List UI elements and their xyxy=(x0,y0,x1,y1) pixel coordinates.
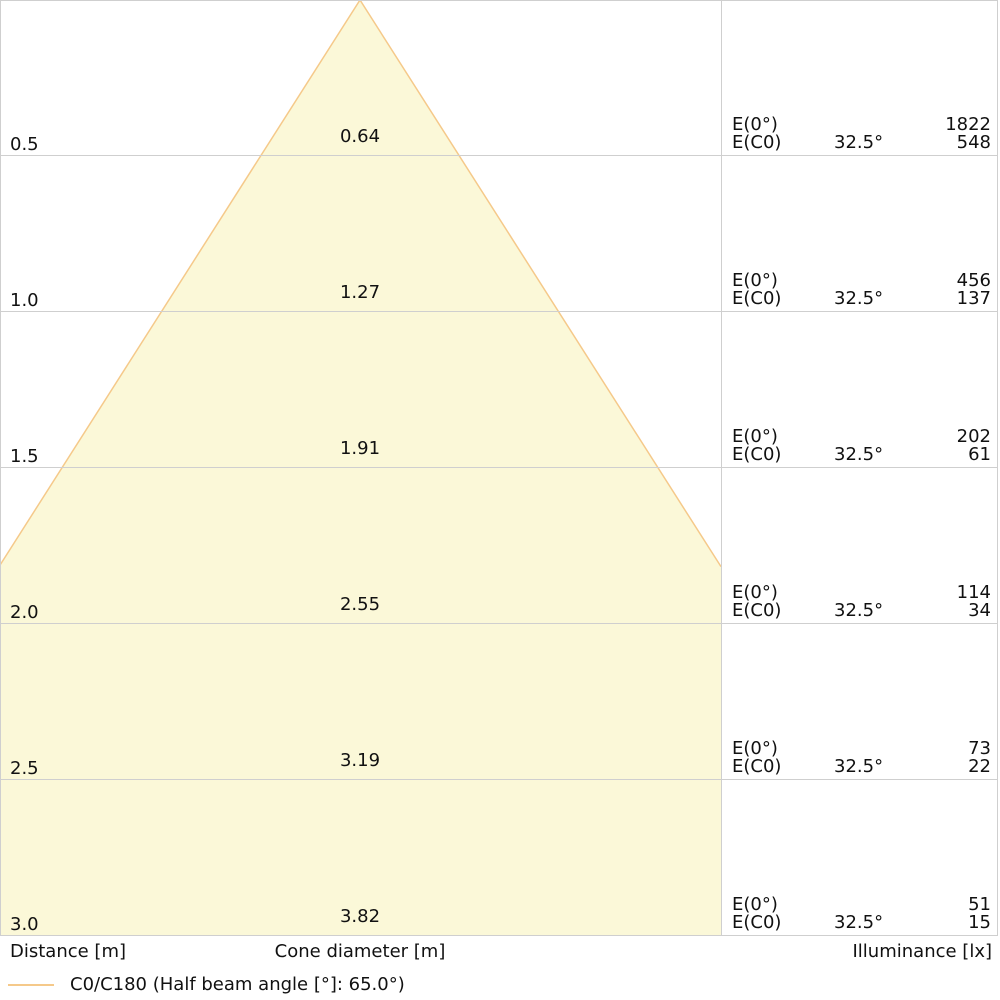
angle-label: 32.5° xyxy=(834,444,884,465)
ec0-label: E(C0) xyxy=(732,132,782,153)
illuminance-axis-label: Illuminance [lx] xyxy=(852,941,993,962)
distance-label: 1.5 xyxy=(10,446,39,467)
ec0-value: 548 xyxy=(956,132,991,153)
e0-label: E(0°) xyxy=(732,894,778,915)
e0-value: 1822 xyxy=(945,114,991,135)
ec0-label: E(C0) xyxy=(732,912,782,933)
legend: C0/C180 (Half beam angle [°]: 65.0°) xyxy=(8,976,405,994)
e0-value: 456 xyxy=(956,270,991,291)
ec0-label: E(C0) xyxy=(732,288,782,309)
ec0-label: E(C0) xyxy=(732,756,782,777)
cone-axis-label: Cone diameter [m] xyxy=(274,941,446,962)
cone-diameter-label: 1.91 xyxy=(339,438,381,459)
e0-value: 202 xyxy=(956,426,991,447)
legend-swatch xyxy=(8,984,54,986)
angle-label: 32.5° xyxy=(834,288,884,309)
distance-label: 2.0 xyxy=(10,602,39,623)
ec0-value: 137 xyxy=(956,288,991,309)
e0-value: 51 xyxy=(968,894,991,915)
distance-label: 2.5 xyxy=(10,758,39,779)
angle-label: 32.5° xyxy=(834,912,884,933)
e0-label: E(0°) xyxy=(732,738,778,759)
e0-label: E(0°) xyxy=(732,114,778,135)
cone-diameter-label: 2.55 xyxy=(339,594,381,615)
e0-value: 114 xyxy=(956,582,991,603)
legend-label: C0/C180 (Half beam angle [°]: 65.0°) xyxy=(70,974,405,995)
ec0-label: E(C0) xyxy=(732,600,782,621)
cone-diameter-label: 3.82 xyxy=(339,906,381,927)
cone-diameter-label: 3.19 xyxy=(339,750,381,771)
e0-label: E(0°) xyxy=(732,582,778,603)
angle-label: 32.5° xyxy=(834,756,884,777)
angle-label: 32.5° xyxy=(834,132,884,153)
ec0-value: 22 xyxy=(968,756,991,777)
angle-label: 32.5° xyxy=(834,600,884,621)
cone-diameter-label: 1.27 xyxy=(339,282,381,303)
distance-label: 3.0 xyxy=(10,914,39,935)
ec0-value: 15 xyxy=(968,912,991,933)
distance-label: 1.0 xyxy=(10,290,39,311)
e0-label: E(0°) xyxy=(732,270,778,291)
e0-label: E(0°) xyxy=(732,426,778,447)
ec0-value: 34 xyxy=(968,600,991,621)
e0-value: 73 xyxy=(968,738,991,759)
beam-cone-edge xyxy=(0,0,722,568)
ec0-label: E(C0) xyxy=(732,444,782,465)
ec0-value: 61 xyxy=(968,444,991,465)
grid-layer xyxy=(0,0,998,936)
cone-diameter-label: 0.64 xyxy=(339,126,381,147)
distance-label: 0.5 xyxy=(10,134,39,155)
distance-axis-label: Distance [m] xyxy=(10,941,127,962)
